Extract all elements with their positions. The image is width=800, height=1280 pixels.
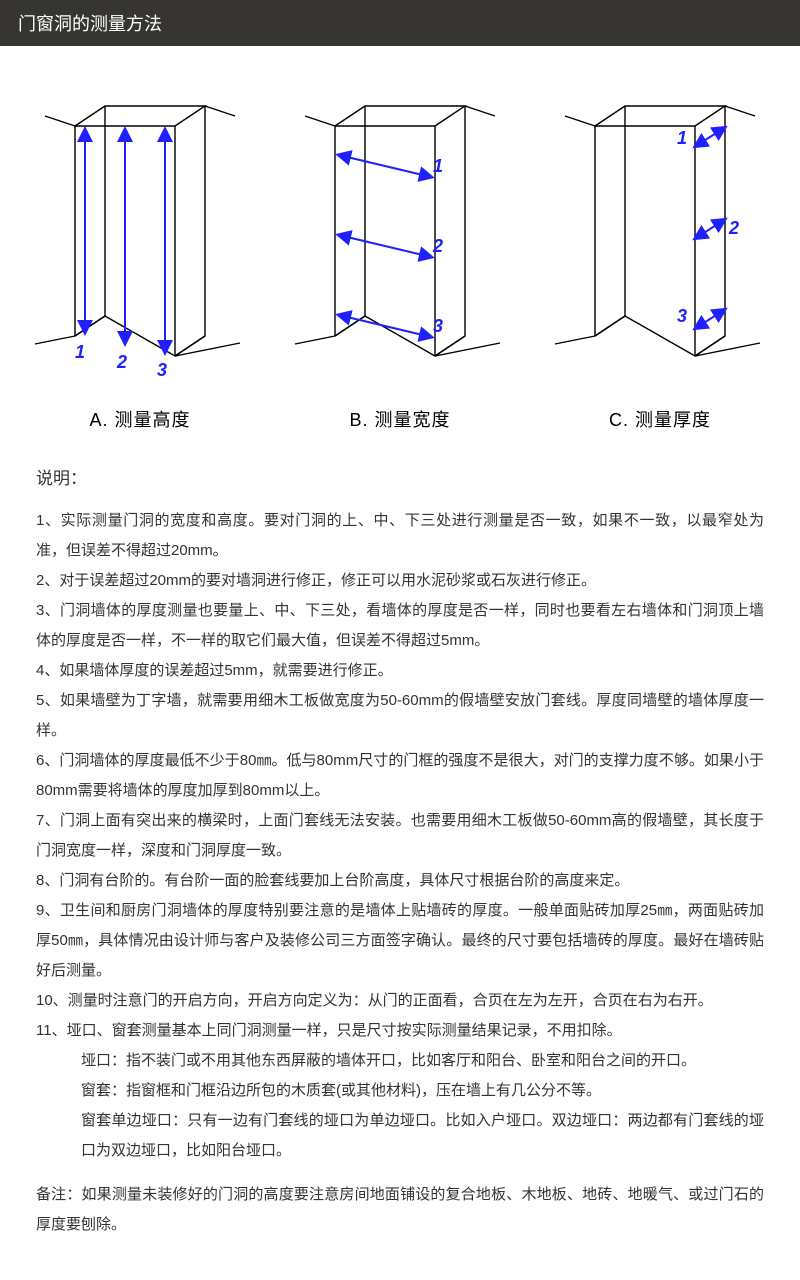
diag-c-label-1: 1 — [677, 128, 687, 148]
diag-a-label-2: 2 — [116, 352, 127, 372]
explain-note: 备注：如果测量未装修好的门洞的高度要注意房间地面铺设的复合地板、木地板、地砖、地… — [36, 1180, 764, 1240]
explain-title: 说明： — [36, 462, 764, 496]
diag-c-label-3: 3 — [677, 306, 687, 326]
diagram-b: 1 2 3 B. 测量宽度 — [285, 86, 515, 432]
explain-item-9: 9、卫生间和厨房门洞墙体的厚度特别要注意的是墙体上贴墙砖的厚度。一般单面贴砖加厚… — [36, 896, 764, 986]
diagram-b-svg: 1 2 3 — [285, 86, 515, 376]
explanation-section: 说明： 1、实际测量门洞的宽度和高度。要对门洞的上、中、下三处进行测量是否一致，… — [0, 442, 800, 1280]
page-header: 门窗洞的测量方法 — [0, 0, 800, 46]
diagram-c-svg: 1 2 3 — [545, 86, 775, 376]
explain-item-3: 3、门洞墙体的厚度测量也要量上、中、下三处，看墙体的厚度是否一样，同时也要看左右… — [36, 596, 764, 656]
diagram-a: 1 2 3 A. 测量高度 — [25, 86, 255, 432]
explain-item-4: 4、如果墙体厚度的误差超过5mm，就需要进行修正。 — [36, 656, 764, 686]
diag-a-label-3: 3 — [157, 360, 167, 376]
explain-sub11-2: 窗套：指窗框和门框沿边所包的木质套(或其他材料)，压在墙上有几公分不等。 — [36, 1076, 764, 1106]
diag-b-label-1: 1 — [433, 156, 443, 176]
diag-b-label-2: 2 — [432, 236, 443, 256]
diagrams-row: 1 2 3 A. 测量高度 — [0, 46, 800, 442]
explain-item-5: 5、如果墙壁为丁字墙，就需要用细木工板做宽度为50-60mm的假墙壁安放门套线。… — [36, 686, 764, 746]
diag-c-label-2: 2 — [728, 218, 739, 238]
explain-item-11: 11、垭口、窗套测量基本上同门洞测量一样，只是尺寸按实际测量结果记录，不用扣除。 — [36, 1016, 764, 1046]
explain-item-7: 7、门洞上面有突出来的横梁时，上面门套线无法安装。也需要用细木工板做50-60m… — [36, 806, 764, 866]
explain-sub11-3: 窗套单边垭口：只有一边有门套线的垭口为单边垭口。比如入户垭口。双边垭口：两边都有… — [36, 1106, 764, 1166]
explain-item-2: 2、对于误差超过20mm的要对墙洞进行修正，修正可以用水泥砂浆或石灰进行修正。 — [36, 566, 764, 596]
explain-item-1: 1、实际测量门洞的宽度和高度。要对门洞的上、中、下三处进行测量是否一致，如果不一… — [36, 506, 764, 566]
explain-item-8: 8、门洞有台阶的。有台阶一面的脸套线要加上台阶高度，具体尺寸根据台阶的高度来定。 — [36, 866, 764, 896]
diag-a-label-1: 1 — [75, 342, 85, 362]
diag-b-label-3: 3 — [433, 316, 443, 336]
diagram-c: 1 2 3 C. 测量厚度 — [545, 86, 775, 432]
diagram-b-caption: B. 测量宽度 — [285, 406, 515, 432]
diagram-c-caption: C. 测量厚度 — [545, 406, 775, 432]
explain-item-6: 6、门洞墙体的厚度最低不少于80㎜。低与80mm尺寸的门框的强度不是很大，对门的… — [36, 746, 764, 806]
explain-sub11-1: 垭口：指不装门或不用其他东西屏蔽的墙体开口，比如客厅和阳台、卧室和阳台之间的开口… — [36, 1046, 764, 1076]
diagram-a-svg: 1 2 3 — [25, 86, 255, 376]
diagram-a-caption: A. 测量高度 — [25, 406, 255, 432]
explain-item-10: 10、测量时注意门的开启方向，开启方向定义为：从门的正面看，合页在左为左开，合页… — [36, 986, 764, 1016]
header-title: 门窗洞的测量方法 — [18, 14, 162, 34]
